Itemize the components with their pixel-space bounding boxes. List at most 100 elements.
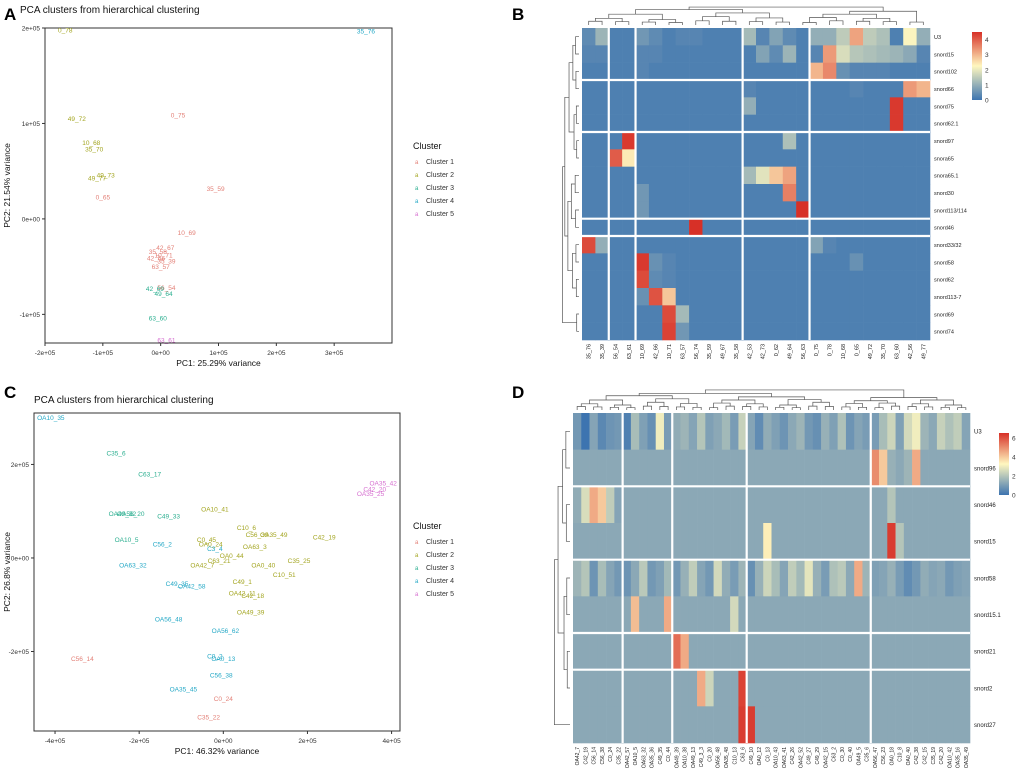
heatmap-cell (796, 62, 810, 81)
heatmap-cell (648, 322, 663, 341)
heatmap-cell (630, 633, 640, 670)
heatmap-cell (635, 45, 650, 63)
heatmap-cell (812, 596, 822, 634)
heatmap-cell (854, 523, 863, 560)
dendrogram-branch (575, 105, 579, 124)
heatmap-cell (961, 449, 971, 487)
heatmap-cell (876, 201, 891, 219)
heatmap-cell (763, 413, 772, 450)
column-label: OA56_48 (716, 747, 722, 768)
column-label: C56_23 (881, 747, 887, 765)
heatmap-cell (804, 486, 814, 524)
heatmap-cell (779, 706, 789, 744)
heatmap-cell (782, 288, 797, 306)
heatmap-cell (796, 322, 810, 341)
legend-item: Cluster 5 (426, 211, 454, 218)
heatmap-cell (796, 97, 810, 115)
heatmap-cell (936, 596, 946, 634)
heatmap-cell (662, 132, 676, 150)
row-label: snord15 (934, 52, 954, 58)
heatmap-cell (663, 669, 673, 707)
heatmap-cell (876, 218, 891, 237)
heatmap-cell (715, 201, 730, 219)
heatmap-cell (809, 114, 824, 133)
row-label: snord75 (934, 104, 954, 110)
data-point: C42_18 (241, 593, 264, 600)
heatmap-cell (903, 288, 917, 306)
data-point: OA35_25 (357, 491, 385, 498)
x-tick-label: 0e+00 (152, 350, 171, 357)
heatmap-cell (614, 449, 623, 487)
heatmap-cell (672, 706, 681, 744)
heatmap-panel-b: U3 snord15 snord102 snord66 snord75 snord62.1… (562, 6, 989, 359)
heatmap-cell (788, 486, 797, 524)
heatmap-cell (928, 413, 938, 450)
heatmap-cell (697, 596, 706, 634)
row-label: snord58 (934, 260, 954, 266)
heatmap-cell (812, 413, 822, 450)
heatmap-cell (822, 114, 837, 133)
heatmap-cell (742, 236, 757, 254)
heatmap-cell (771, 633, 781, 670)
heatmap-cell (836, 288, 850, 306)
heatmap-cell (895, 413, 905, 450)
heatmap-cell (771, 523, 781, 560)
heatmap-cell (705, 413, 714, 450)
heatmap-cell (662, 114, 676, 133)
heatmap-cell (870, 523, 880, 560)
dendrogram-branch (567, 200, 573, 272)
heatmap-cell (738, 669, 747, 707)
data-point: 63_57 (152, 264, 170, 271)
heatmap-cell (595, 270, 610, 289)
heatmap-cell (936, 413, 946, 450)
heatmap-cell (606, 523, 615, 560)
data-point: 35_39 (157, 258, 175, 265)
heatmap-cell (862, 633, 872, 670)
data-point: C0_45 (197, 537, 217, 544)
heatmap-cell (597, 559, 607, 597)
dendrogram-branch (688, 6, 884, 12)
heatmap-cell (608, 253, 623, 271)
heatmap-cell (887, 706, 896, 744)
heatmap-cell (648, 149, 663, 167)
heatmap-cell (729, 236, 743, 254)
heatmap-cell (782, 253, 797, 271)
column-label: OA35_49 (964, 747, 970, 768)
heatmap-cell (862, 413, 872, 450)
heatmap-cell (863, 288, 877, 306)
heatmap-cell (689, 218, 703, 237)
row-label: snord21 (974, 650, 996, 656)
heatmap-cell (804, 669, 814, 707)
heatmap-cell (863, 253, 877, 271)
heatmap-cell (836, 132, 850, 150)
heatmap-cell (876, 270, 891, 289)
heatmap-cell (763, 486, 772, 524)
column-label: 49_72 (868, 344, 874, 359)
row-label: snord96 (974, 466, 996, 472)
heatmap-cell (769, 218, 784, 237)
heatmap-cell (879, 413, 888, 450)
heatmap-cell (756, 184, 770, 202)
heatmap-cell (796, 184, 810, 202)
heatmap-cell (738, 706, 747, 744)
heatmap-cell (672, 559, 681, 597)
heatmap-cell (796, 486, 805, 524)
heatmap-cell (689, 322, 703, 341)
heatmap-cell (829, 449, 838, 487)
heatmap-cell (912, 486, 921, 524)
heatmap-cell (836, 166, 850, 185)
heatmap-cell (742, 218, 757, 237)
heatmap-cell (822, 62, 837, 81)
row-label: snord97 (934, 139, 954, 145)
heatmap-cell (854, 449, 863, 487)
heatmap-cell (754, 449, 764, 487)
column-label: 49_64 (787, 344, 793, 359)
data-point: C0_24 (214, 696, 234, 703)
heatmap-cell (863, 97, 877, 115)
plot-frame (33, 412, 401, 732)
heatmap-cell (595, 236, 610, 254)
heatmap-cell (648, 201, 663, 219)
heatmap-cell (655, 596, 665, 634)
heatmap-cell (879, 633, 888, 670)
heatmap-cell (639, 669, 648, 707)
